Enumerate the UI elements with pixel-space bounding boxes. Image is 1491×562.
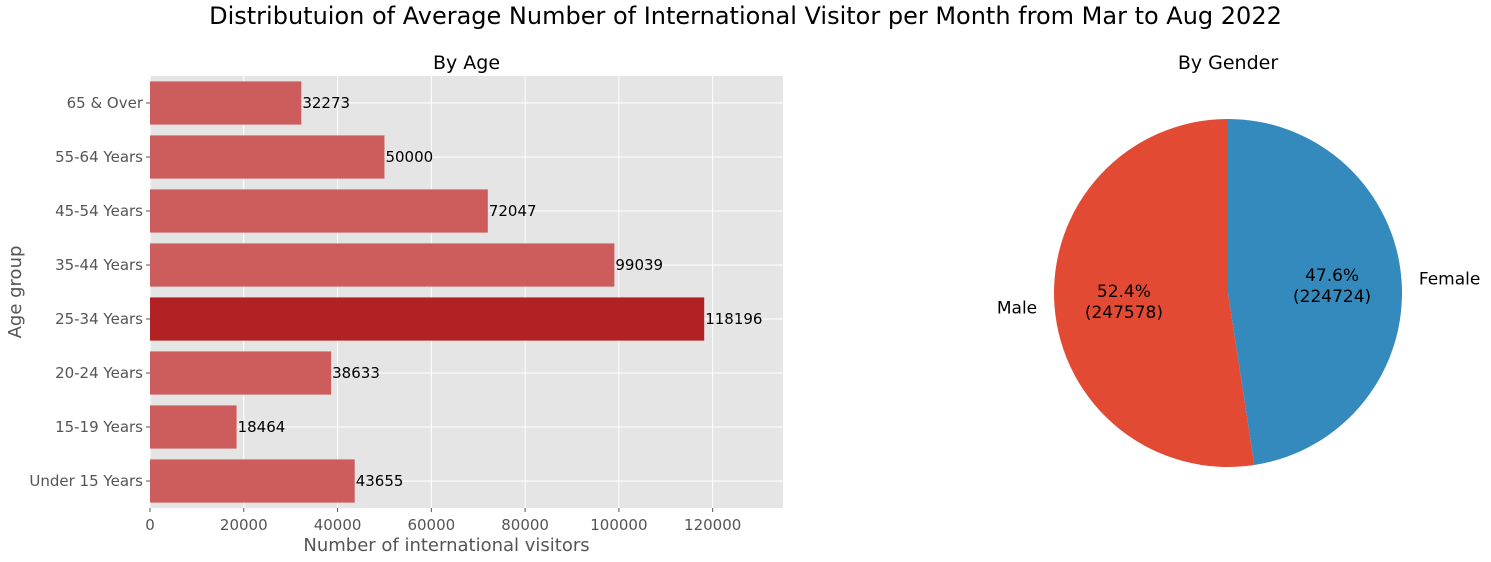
y-tick-label: 35-44 Years <box>55 256 143 274</box>
bar-value-label: 99039 <box>615 256 663 274</box>
pie-percent-label: 52.4% <box>1097 282 1151 302</box>
pie-value-label: (224724) <box>1293 287 1371 307</box>
bar-value-label: 118196 <box>705 310 762 328</box>
pie-slice-label: Male <box>997 299 1037 319</box>
x-axis-label: Number of international visitors <box>303 535 589 556</box>
pie-slice <box>1054 119 1255 467</box>
x-tick-label: 0 <box>145 516 155 534</box>
bar <box>150 297 705 341</box>
bar <box>150 459 355 503</box>
bar <box>150 189 488 233</box>
pie-percent-label: 47.6% <box>1305 266 1359 286</box>
pie-value-label: (247578) <box>1085 303 1163 323</box>
x-tick-label: 20000 <box>220 516 268 534</box>
bar-value-label: 43655 <box>356 472 404 490</box>
figure-title: Distributuion of Average Number of Inter… <box>209 2 1282 30</box>
y-tick-label: 15-19 Years <box>55 418 143 436</box>
x-tick-label: 80000 <box>501 516 549 534</box>
y-tick-label: 45-54 Years <box>55 202 143 220</box>
bar <box>150 405 237 449</box>
bar-value-label: 32273 <box>302 94 350 112</box>
bar-value-label: 38633 <box>332 364 380 382</box>
bar-value-label: 50000 <box>385 148 433 166</box>
bar-chart-title: By Age <box>433 52 500 74</box>
pie-slice-label: Female <box>1419 269 1480 289</box>
bar-value-label: 72047 <box>489 202 537 220</box>
x-tick-label: 40000 <box>314 516 362 534</box>
bar <box>150 351 332 395</box>
bar <box>150 243 615 287</box>
bar-value-label: 18464 <box>238 418 286 436</box>
y-tick-label: Under 15 Years <box>29 472 143 490</box>
y-axis-label: Age group <box>5 246 26 339</box>
bar <box>150 135 385 179</box>
x-tick-label: 120000 <box>684 516 741 534</box>
y-tick-label: 25-34 Years <box>55 310 143 328</box>
x-tick-label: 100000 <box>590 516 647 534</box>
y-tick-label: 20-24 Years <box>55 364 143 382</box>
x-tick-label: 60000 <box>407 516 455 534</box>
y-tick-label: 65 & Over <box>67 94 144 112</box>
pie-chart-title: By Gender <box>1178 52 1279 74</box>
pie-slice <box>1228 119 1403 465</box>
bar <box>150 81 302 125</box>
y-tick-label: 55-64 Years <box>55 148 143 166</box>
